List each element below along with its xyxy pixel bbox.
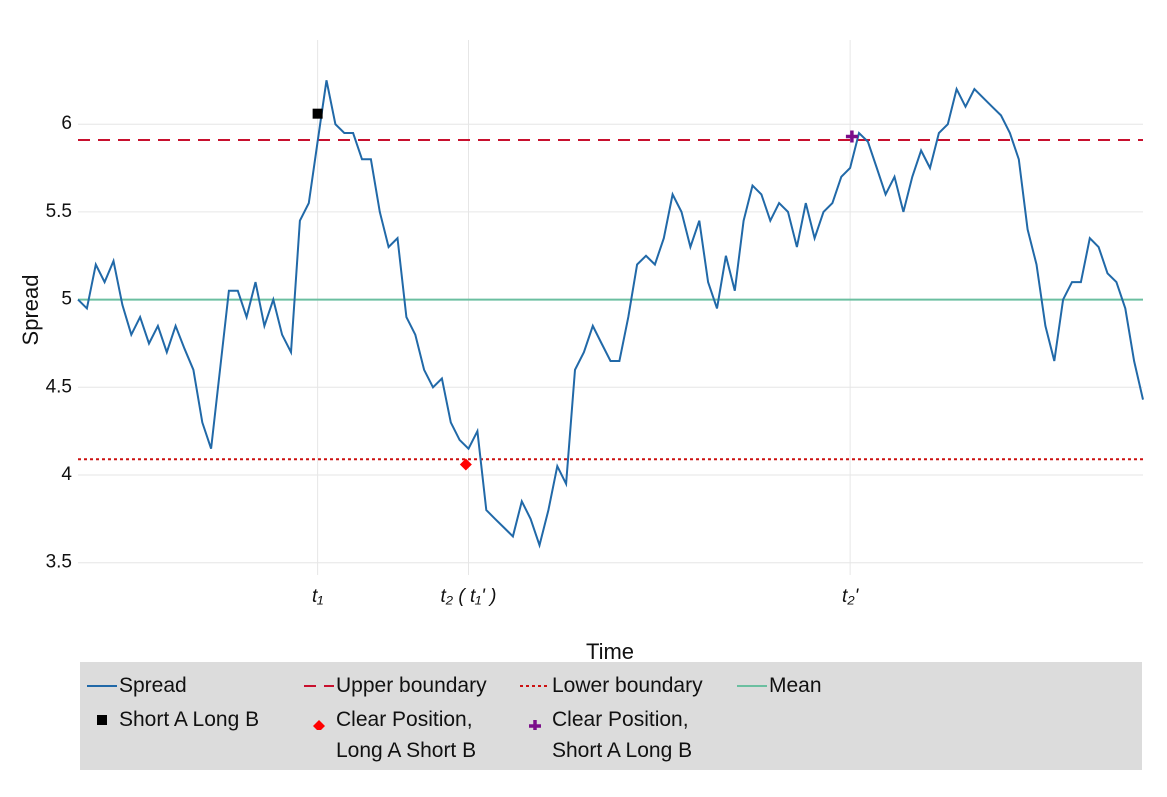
y-tick-label: 4.5 [46,376,72,397]
y-tick-label: 4 [61,464,72,485]
legend-item: Spread [85,670,294,701]
legend-swatch [529,720,541,730]
y-axis-label: Spread [18,275,43,346]
legend-item: Short A Long B [85,704,294,735]
legend-label: Short A Long B [119,708,260,731]
legend-swatch [304,685,334,687]
legend-label: Upper boundary [336,674,487,697]
legend-label: Spread [119,674,187,697]
legend-swatch [97,715,107,725]
x-tick-label: t₁ [312,586,323,607]
y-tick-label: 5.5 [46,201,72,222]
chart: Spread Time 3.5 4 4.5 5 5.5 6 t₁ t₂ ( t₁' ) t₂' [18,40,1144,664]
legend: Spread Upper boundary Lower boundary Mean Sh… [80,662,1142,770]
spread-line [77,80,1144,549]
x-axis-label: Time [586,639,634,660]
legend-item: Lower boundary [518,670,727,701]
legend-swatch [87,685,117,687]
marker [845,130,858,143]
legend-label: Lower boundary [552,674,703,697]
y-tick-label: 5 [61,289,72,310]
legend-label: Clear Position, Long A Short B [336,708,477,762]
legend-item: Clear Position, Long A Short B [302,704,511,766]
y-tick-label: 3.5 [46,552,72,573]
legend-swatch [520,685,550,687]
marker [312,108,323,119]
marker [459,458,472,471]
legend-label: Clear Position, Short A Long B [552,708,693,762]
legend-item: Upper boundary [302,670,511,701]
legend-item: Mean [735,670,944,701]
legend-item: Clear Position, Short A Long B [518,704,727,766]
legend-swatch [737,685,767,687]
x-tick-label: t₂' [842,586,860,607]
y-tick-label: 6 [61,113,72,134]
legend-marker [313,720,325,730]
legend-marker [97,715,107,725]
legend-label: Mean [769,674,822,697]
x-tick-label: t₂ ( t₁' ) [441,586,497,607]
legend-swatch [313,720,325,730]
legend-marker [529,720,541,730]
